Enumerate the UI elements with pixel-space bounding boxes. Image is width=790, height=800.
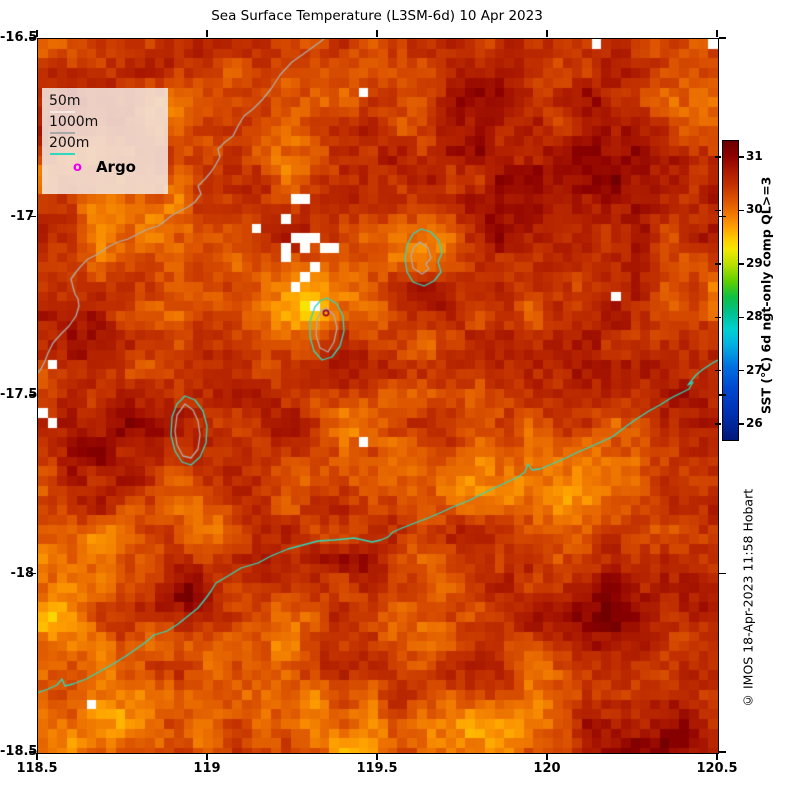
x-axis-top-tick — [376, 30, 378, 37]
x-tick-label: 119.5 — [356, 761, 398, 776]
legend-item-label: 1000m — [49, 114, 99, 130]
legend-item-label: 50m — [49, 93, 81, 109]
x-axis-tick — [716, 753, 718, 760]
x-axis-tick — [546, 753, 548, 760]
credit-text: © IMOS 18-Apr-2023 11:58 Hobart — [740, 488, 756, 708]
y-axis-tick — [29, 572, 36, 575]
x-axis-tick — [206, 753, 208, 760]
colorbar-tick — [715, 209, 721, 212]
x-tick-label: 118.5 — [16, 761, 58, 776]
x-tick-label: 119 — [193, 761, 221, 776]
colorbar-tick — [715, 369, 721, 372]
colorbar-tick — [738, 263, 744, 265]
y-axis-right-tick — [719, 751, 726, 753]
y-axis-tick — [29, 394, 36, 396]
y-axis-tick — [29, 215, 36, 218]
y-tick-label: -18.5 — [0, 744, 38, 759]
x-tick-label: 120 — [533, 761, 561, 776]
legend-argo-row: o Argo — [49, 158, 168, 176]
colorbar-label: SST (°C) 6d ngt-only comp QL>=3 — [758, 176, 774, 414]
y-axis-right-tick — [719, 215, 726, 218]
colorbar-tick — [715, 263, 721, 265]
colorbar-tick — [738, 209, 744, 212]
x-axis-tick — [376, 753, 378, 760]
colorbar-tick-label: 27 — [746, 362, 763, 377]
colorbar-tick — [738, 369, 744, 372]
colorbar-tick — [715, 423, 721, 425]
colorbar-tick — [715, 156, 721, 158]
colorbar-tick — [715, 316, 721, 318]
y-axis-right-tick — [719, 37, 726, 39]
y-tick-label: -18 — [10, 565, 35, 581]
contour-legend: 50m 1000m 200m o Argo — [42, 88, 168, 194]
y-tick-label: -16.5 — [0, 30, 38, 45]
legend-line-sample — [50, 111, 75, 113]
y-axis-right-tick — [719, 394, 726, 396]
page-title: Sea Surface Temperature (L3SM-6d) 10 Apr… — [211, 8, 543, 24]
argo-label: Argo — [95, 158, 136, 176]
colorbar — [722, 140, 739, 441]
x-axis-top-tick — [546, 30, 548, 37]
colorbar-tick-label: 29 — [746, 255, 763, 270]
x-tick-label: 120.5 — [696, 761, 738, 776]
colorbar-tick-label: 26 — [746, 416, 763, 431]
y-axis-tick — [29, 751, 36, 753]
colorbar-tick-label: 28 — [746, 309, 763, 324]
y-axis-tick — [29, 37, 36, 39]
y-axis-right-tick — [719, 572, 726, 575]
y-tick-label: -17 — [10, 208, 35, 224]
y-tick-label: -17.5 — [0, 387, 38, 402]
colorbar-tick-label: 30 — [746, 202, 763, 217]
argo-marker-icon: o — [73, 159, 82, 175]
colorbar-tick-label: 31 — [746, 149, 763, 164]
colorbar-tick — [738, 423, 744, 425]
x-axis-top-tick — [206, 30, 208, 37]
colorbar-tick — [738, 316, 744, 318]
legend-item-label: 200m — [49, 135, 90, 151]
x-axis-top-tick — [716, 30, 718, 37]
x-axis-top-tick — [36, 30, 38, 37]
colorbar-tick — [738, 156, 744, 158]
x-axis-tick — [36, 753, 38, 760]
legend-line-sample — [50, 132, 75, 134]
legend-line-sample — [50, 153, 75, 155]
